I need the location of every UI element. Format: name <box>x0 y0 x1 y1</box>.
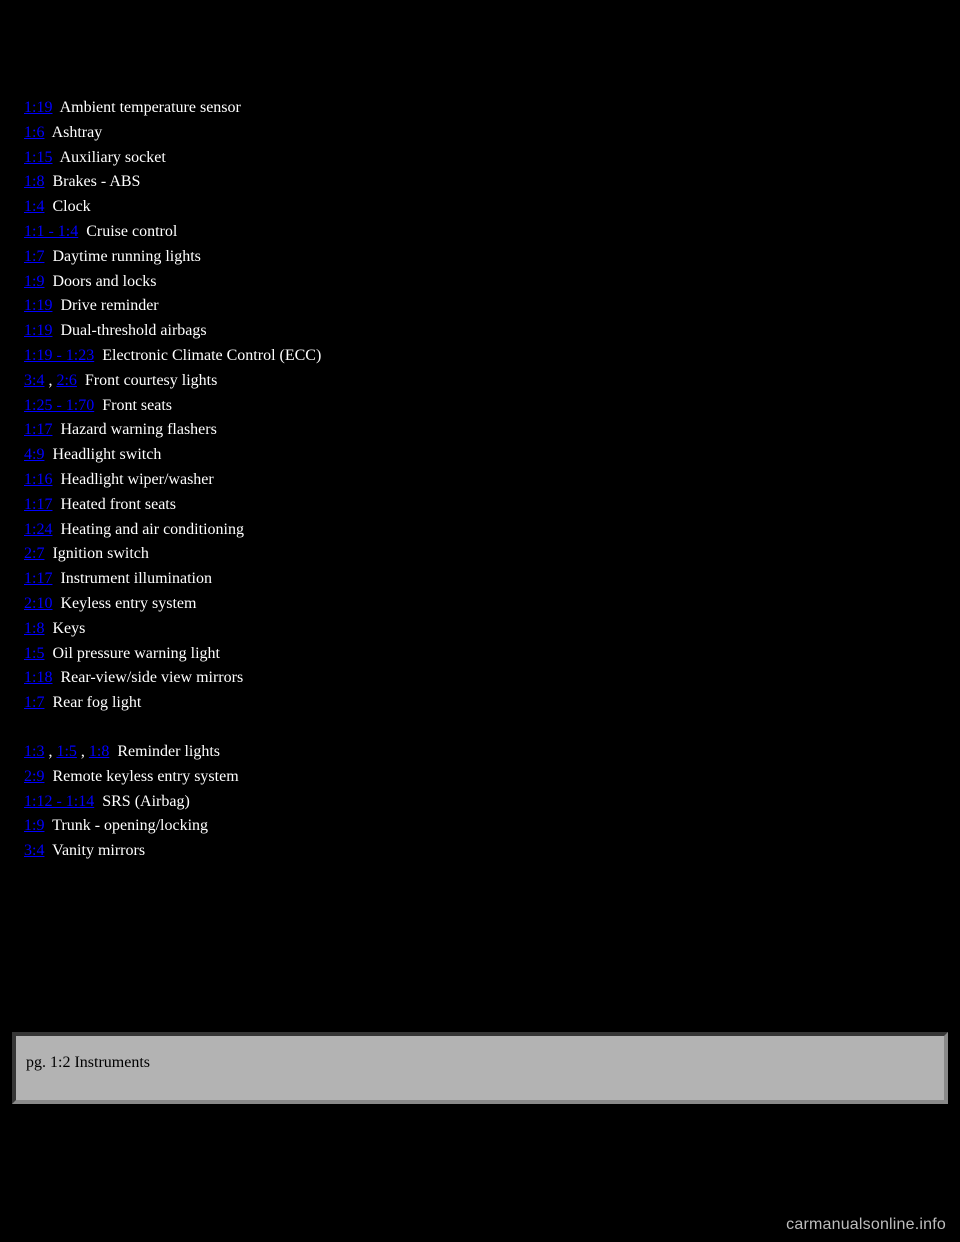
index-label: Keyless entry system <box>60 595 196 612</box>
index-label: Ambient temperature sensor <box>60 99 241 116</box>
page-ref-link[interactable]: 1:5 <box>56 743 76 760</box>
page-ref-link[interactable]: 1:8 <box>89 743 109 760</box>
page-ref-link[interactable]: 1:7 <box>24 694 44 711</box>
index-label: Vanity mirrors <box>52 842 145 859</box>
blank-row <box>24 716 936 740</box>
page-ref-link[interactable]: 1:19 - 1:23 <box>24 347 94 364</box>
page-ref-link[interactable]: 1:9 <box>24 273 44 290</box>
index-label: Hazard warning flashers <box>60 421 216 438</box>
index-row: 4:9 Headlight switch <box>24 443 936 468</box>
page-ref-link[interactable]: 1:5 <box>24 645 44 662</box>
page-ref-link[interactable]: 1:17 <box>24 421 52 438</box>
index-label: Rear fog light <box>52 694 141 711</box>
page-ref-link[interactable]: 1:19 <box>24 322 52 339</box>
index-label: Doors and locks <box>52 273 156 290</box>
index-label: Front courtesy lights <box>85 372 217 389</box>
index-label: Rear-view/side view mirrors <box>60 669 243 686</box>
index-row: 1:7 Daytime running lights <box>24 245 936 270</box>
page-ref-link[interactable]: 2:7 <box>24 545 44 562</box>
index-label: Reminder lights <box>117 743 220 760</box>
index-label: Trunk - opening/locking <box>52 817 208 834</box>
page-ref-link[interactable]: 1:19 <box>24 297 52 314</box>
index-label: Remote keyless entry system <box>52 768 238 785</box>
index-label: Auxiliary socket <box>60 149 166 166</box>
index-label: Headlight switch <box>52 446 161 463</box>
index-row: 1:15 Auxiliary socket <box>24 146 936 171</box>
index-row: 3:4 Vanity mirrors <box>24 839 936 864</box>
index-label: Ashtray <box>52 124 103 141</box>
page-ref-link[interactable]: 1:15 <box>24 149 52 166</box>
index-label: Brakes - ABS <box>52 173 140 190</box>
page-ref-link[interactable]: 1:8 <box>24 173 44 190</box>
index-row: 1:8 Keys <box>24 617 936 642</box>
index-label: Daytime running lights <box>52 248 200 265</box>
index-row: 1:6 Ashtray <box>24 121 936 146</box>
index-row: 1:17 Instrument illumination <box>24 567 936 592</box>
index-label: Ignition switch <box>52 545 148 562</box>
page-ref-link[interactable]: 2:6 <box>56 372 76 389</box>
index-row: 1:19 - 1:23 Electronic Climate Control (… <box>24 344 936 369</box>
index-row: 1:19 Ambient temperature sensor <box>24 96 936 121</box>
index-label: Headlight wiper/washer <box>60 471 213 488</box>
index-row: 3:4, 2:6 Front courtesy lights <box>24 369 936 394</box>
page-ref-link[interactable]: 1:8 <box>24 620 44 637</box>
page-ref-link[interactable]: 1:7 <box>24 248 44 265</box>
index-row: 1:3, 1:5, 1:8 Reminder lights <box>24 740 936 765</box>
page-ref-link[interactable]: 1:25 - 1:70 <box>24 397 94 414</box>
index-row: 1:24 Heating and air conditioning <box>24 518 936 543</box>
index-row: 1:17 Heated front seats <box>24 493 936 518</box>
index-label: Instrument illumination <box>60 570 212 587</box>
page-ref-link[interactable]: 1:19 <box>24 99 52 116</box>
index-label: Heating and air conditioning <box>60 521 244 538</box>
index-label: Oil pressure warning light <box>52 645 220 662</box>
page-ref-link[interactable]: 1:9 <box>24 817 44 834</box>
page-ref-link[interactable]: 3:4 <box>24 372 44 389</box>
index-row: 1:5 Oil pressure warning light <box>24 642 936 667</box>
footer-text: pg. 1:2 Instruments <box>26 1054 150 1071</box>
index-row: 1:25 - 1:70 Front seats <box>24 394 936 419</box>
index-label: Clock <box>52 198 90 215</box>
index-row: 2:10 Keyless entry system <box>24 592 936 617</box>
index-row: 1:9 Trunk - opening/locking <box>24 814 936 839</box>
index-label: Electronic Climate Control (ECC) <box>102 347 321 364</box>
index-row: 1:18 Rear-view/side view mirrors <box>24 666 936 691</box>
watermark-text: carmanualsonline.info <box>786 1216 946 1234</box>
index-row: 1:7 Rear fog light <box>24 691 936 716</box>
index-label: Heated front seats <box>60 496 176 513</box>
index-row: 1:1 - 1:4 Cruise control <box>24 220 936 245</box>
page-ref-link[interactable]: 3:4 <box>24 842 44 859</box>
page-ref-link[interactable]: 1:3 <box>24 743 44 760</box>
index-row: 2:7 Ignition switch <box>24 542 936 567</box>
page-ref-link[interactable]: 1:1 - 1:4 <box>24 223 78 240</box>
page-content: 1:19 Ambient temperature sensor1:6 Ashtr… <box>0 0 960 864</box>
index-list: 1:19 Ambient temperature sensor1:6 Ashtr… <box>24 96 936 864</box>
index-row: 2:9 Remote keyless entry system <box>24 765 936 790</box>
page-ref-link[interactable]: 2:10 <box>24 595 52 612</box>
page-ref-link[interactable]: 1:18 <box>24 669 52 686</box>
page-ref-link[interactable]: 1:17 <box>24 496 52 513</box>
index-row: 1:12 - 1:14 SRS (Airbag) <box>24 790 936 815</box>
page-ref-link[interactable]: 1:17 <box>24 570 52 587</box>
index-label: Dual-threshold airbags <box>60 322 206 339</box>
page-ref-link[interactable]: 4:9 <box>24 446 44 463</box>
index-row: 1:17 Hazard warning flashers <box>24 418 936 443</box>
index-row: 1:16 Headlight wiper/washer <box>24 468 936 493</box>
index-row: 1:9 Doors and locks <box>24 270 936 295</box>
page-ref-link[interactable]: 1:16 <box>24 471 52 488</box>
index-row: 1:19 Dual-threshold airbags <box>24 319 936 344</box>
index-label: Drive reminder <box>60 297 158 314</box>
index-row: 1:4 Clock <box>24 195 936 220</box>
index-label: Keys <box>52 620 85 637</box>
index-row: 1:8 Brakes - ABS <box>24 170 936 195</box>
footer-box: pg. 1:2 Instruments <box>12 1032 948 1104</box>
page-ref-link[interactable]: 1:6 <box>24 124 44 141</box>
page-ref-link[interactable]: 1:12 - 1:14 <box>24 793 94 810</box>
index-label: Cruise control <box>86 223 177 240</box>
page-ref-link[interactable]: 1:4 <box>24 198 44 215</box>
index-label: SRS (Airbag) <box>102 793 190 810</box>
page-ref-link[interactable]: 2:9 <box>24 768 44 785</box>
page-ref-link[interactable]: 1:24 <box>24 521 52 538</box>
index-row: 1:19 Drive reminder <box>24 294 936 319</box>
index-label: Front seats <box>102 397 172 414</box>
